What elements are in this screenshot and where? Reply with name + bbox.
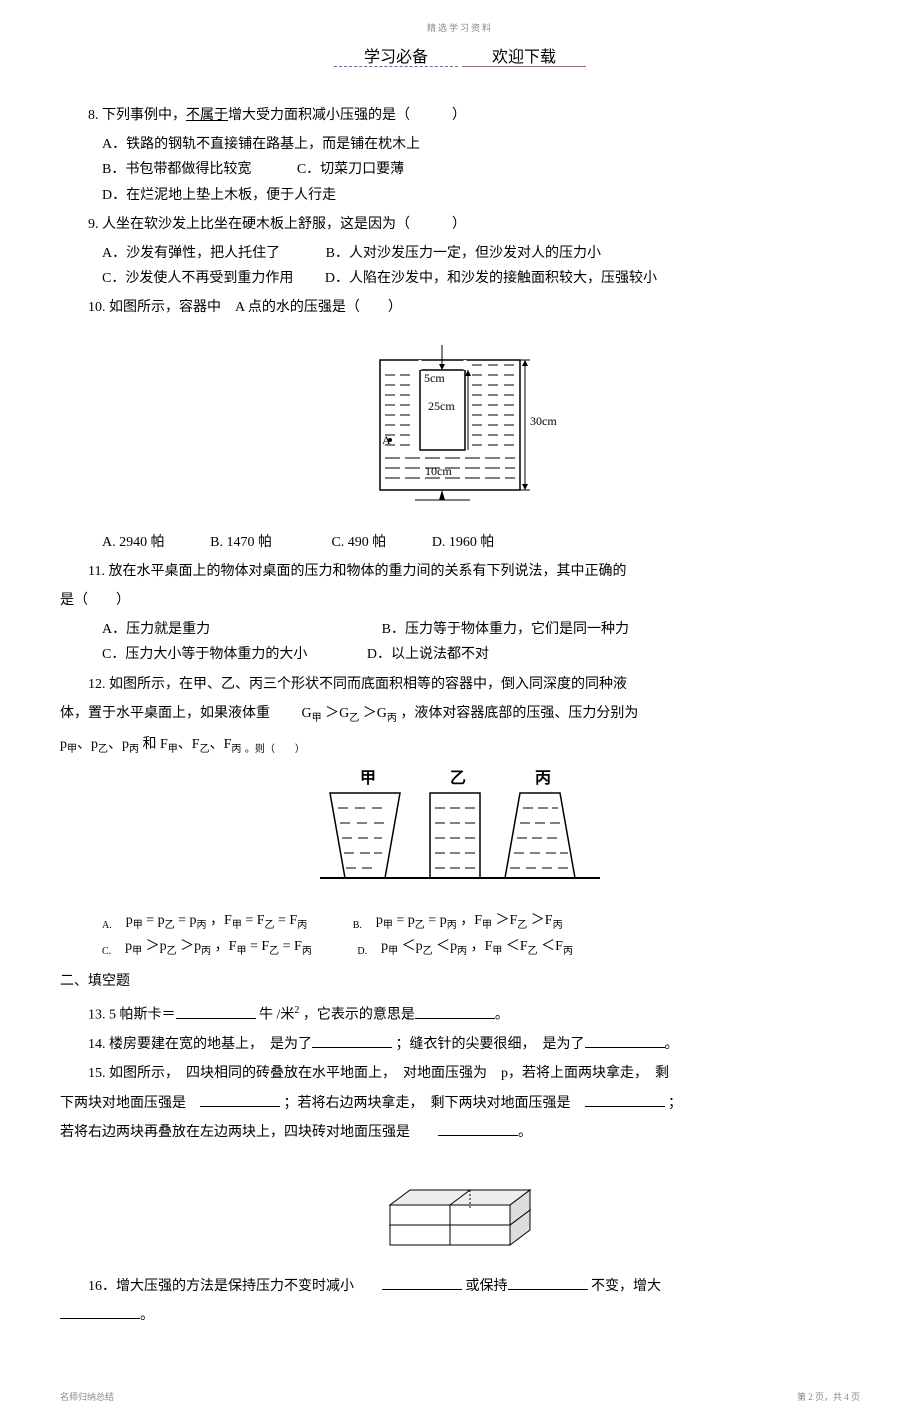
q12-stem3: p甲、p乙、p丙 和 F甲、F乙、F丙 。则（ ） (60, 732, 860, 759)
q11-stem2: 是（ ） (60, 588, 860, 613)
header-main: 学习必备 欢迎下载 (60, 44, 860, 73)
q9-stem: 9. 人坐在软沙发上比坐在硬木板上舒服，这是因为（ ） (60, 212, 860, 237)
q11-optD: D．以上说法都不对 (367, 647, 489, 662)
q10-diagram: A 5cm 25cm 30cm 10cm (60, 330, 860, 519)
svg-text:乙: 乙 (450, 770, 466, 787)
q12-stem1: 12. 如图所示，在甲、乙、丙三个形状不同而底面积相等的容器中，倒入同深度的同种… (60, 672, 860, 697)
q16-l2: 。 (60, 1303, 860, 1328)
header-tiny: 精选学习资料 (60, 20, 860, 36)
q12-optCD: C. p甲 ＞p乙 ＞p丙 ，F甲 = F乙 = F丙 D. p甲 ＜p乙 ＜p… (60, 934, 860, 961)
q12-stem2: 体，置于水平桌面上，如果液体重 G甲 ＞G乙 ＞G丙 ，液体对容器底部的压强、压… (60, 701, 860, 728)
svg-text:甲: 甲 (360, 769, 376, 787)
q10-opts: A. 2940 帕 B. 1470 帕 C. 490 帕 D. 1960 帕 (60, 530, 860, 555)
q11-stem: 11. 放在水平桌面上的物体对桌面的压力和物体的重力间的关系有下列说法，其中正确… (60, 559, 860, 584)
q12-svg: 甲 乙 丙 (320, 768, 600, 888)
footer: 名师归纳总结 第 2 页，共 4 页 (60, 1389, 860, 1405)
q10-optD: D. 1960 帕 (432, 535, 495, 550)
header-left: 学习必备 (334, 49, 458, 67)
q15-l2: 下两块对地面压强是 ；若将右边两块拿走， 剩下两块对地面压强是 ； (60, 1091, 860, 1116)
q9-optAB: A．沙发有弹性，把人托住了 B．人对沙发压力一定，但沙发对人的压力小 (60, 241, 860, 266)
svg-text:5cm: 5cm (424, 371, 445, 385)
q15-diagram (60, 1155, 860, 1264)
q9-optB: B．人对沙发压力一定，但沙发对人的压力小 (326, 246, 601, 261)
q11-optCD: C．压力大小等于物体重力的大小 D．以上说法都不对 (60, 642, 860, 667)
q9-optC: C．沙发使人不再受到重力作用 (102, 271, 293, 286)
q11-optC: C．压力大小等于物体重力的大小 (102, 647, 307, 662)
header-right: 欢迎下载 (462, 49, 586, 67)
q11-optAB: A．压力就是重力 B．压力等于物体重力，它们是同一种力 (60, 617, 860, 642)
footer-right: 第 2 页，共 4 页 (797, 1389, 860, 1405)
q10-optA: A. 2940 帕 (102, 535, 165, 550)
q8-optBC: B．书包带都做得比较宽 C．切菜刀口要薄 (60, 157, 860, 182)
svg-text:10cm: 10cm (425, 464, 452, 478)
q15-l1: 15. 如图所示， 四块相同的砖叠放在水平地面上， 对地面压强为 p，若将上面两… (60, 1061, 860, 1086)
svg-text:30cm: 30cm (530, 414, 557, 428)
q8-stem: 8. 下列事例中，不属于增大受力面积减小压强的是（ ） (60, 103, 860, 128)
q15-svg (370, 1155, 550, 1255)
q10-optC: C. 490 帕 (331, 535, 386, 550)
svg-text:丙: 丙 (535, 769, 551, 787)
q10-labelA: A (382, 433, 391, 447)
section2-title: 二、填空题 (60, 969, 860, 994)
q10-svg: A 5cm 25cm 30cm 10cm (360, 330, 560, 510)
q10-stem: 10. 如图所示，容器中 A 点的水的压强是（ ） (60, 295, 860, 320)
q12-diagram: 甲 乙 丙 (60, 768, 860, 897)
q15-l3: 若将右边两块再叠放在左边两块上，四块砖对地面压强是 。 (60, 1120, 860, 1145)
q12-optAB: A. p甲 = p乙 = p丙 ，F甲 = F乙 = F丙 B. p甲 = p乙… (60, 908, 860, 935)
q11-optB: B．压力等于物体重力，它们是同一种力 (382, 622, 629, 637)
q8-optA: A．铁路的钢轨不直接铺在路基上，而是铺在枕木上 (60, 132, 860, 157)
q8-optD: D．在烂泥地上垫上木板，便于人行走 (60, 183, 860, 208)
q12-gRel: G甲 ＞G乙 ＞G丙 (302, 706, 397, 721)
q16-l1: 16．增大压强的方法是保持压力不变时减小 或保持 不变，增大 (60, 1274, 860, 1299)
q14: 14. 楼房要建在宽的地基上， 是为了 ；缝衣针的尖要很细， 是为了。 (60, 1032, 860, 1057)
svg-text:25cm: 25cm (428, 399, 455, 413)
q8-optB: B．书包带都做得比较宽 (102, 162, 251, 177)
q11-optA: A．压力就是重力 (102, 622, 210, 637)
footer-left: 名师归纳总结 (60, 1389, 114, 1405)
q13: 13. 5 帕斯卡＝ 牛 /米2 ，它表示的意思是。 (60, 1002, 860, 1028)
q8-optC: C．切菜刀口要薄 (297, 162, 404, 177)
q9-optA: A．沙发有弹性，把人托住了 (102, 246, 280, 261)
q10-optB: B. 1470 帕 (210, 535, 272, 550)
q9-optD: D．人陷在沙发中，和沙发的接触面积较大，压强较小 (325, 271, 657, 286)
q9-optCD: C．沙发使人不再受到重力作用 D．人陷在沙发中，和沙发的接触面积较大，压强较小 (60, 266, 860, 291)
